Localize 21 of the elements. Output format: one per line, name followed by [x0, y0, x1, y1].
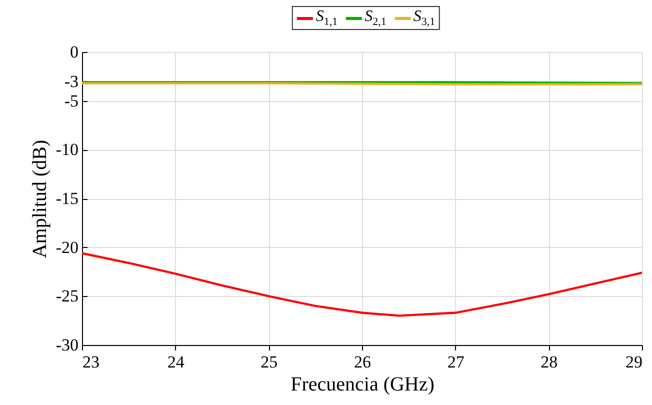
y-tick-label: -25: [56, 286, 78, 306]
x-tick-label: 28: [540, 352, 558, 372]
y-tick-label: -20: [56, 238, 78, 257]
x-tick-label: 26: [354, 352, 371, 372]
y-tick-label: -15: [56, 189, 78, 208]
x-tick-label: 23: [82, 352, 100, 372]
x-tick-label: 27: [447, 352, 465, 372]
y-axis-title: Amplitud (dB): [28, 140, 51, 258]
x-tick-label: 24: [167, 352, 185, 372]
line-series: [82, 252, 642, 317]
y-tick-label: -30: [56, 336, 78, 354]
x-tick-label: 25: [260, 352, 278, 372]
legend-label: S$_{1,1}$: [316, 8, 338, 28]
x-axis-title: Frecuencia (GHz): [290, 374, 434, 396]
y-tick-label: -3: [64, 72, 78, 91]
y-tick-label: -5: [64, 91, 78, 110]
legend-label: S$_{3,1}$: [413, 8, 436, 28]
legend-label: S$_{2,1}$: [364, 8, 386, 28]
x-tick-label: 29: [626, 352, 642, 372]
y-tick-label: -10: [56, 140, 78, 160]
y-tick-label: 0: [70, 42, 78, 62]
